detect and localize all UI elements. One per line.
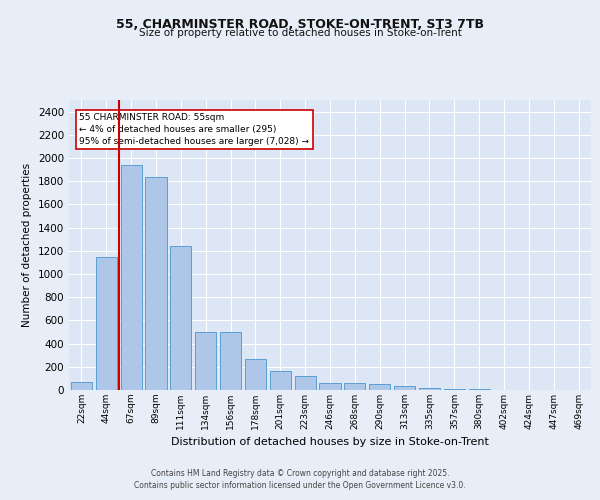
Bar: [71, 382, 92, 390]
Bar: [344, 383, 365, 390]
Bar: [394, 386, 415, 390]
Bar: [96, 256, 117, 390]
Bar: [145, 176, 167, 390]
Bar: [245, 358, 266, 390]
Bar: [170, 246, 191, 390]
Bar: [319, 383, 341, 390]
Text: Contains public sector information licensed under the Open Government Licence v3: Contains public sector information licen…: [134, 480, 466, 490]
Bar: [419, 388, 440, 390]
Bar: [195, 332, 216, 390]
Bar: [270, 372, 291, 390]
Text: 55 CHARMINSTER ROAD: 55sqm
← 4% of detached houses are smaller (295)
95% of semi: 55 CHARMINSTER ROAD: 55sqm ← 4% of detac…: [79, 113, 310, 146]
Y-axis label: Number of detached properties: Number of detached properties: [22, 163, 32, 327]
Text: Contains HM Land Registry data © Crown copyright and database right 2025.: Contains HM Land Registry data © Crown c…: [151, 470, 449, 478]
Text: 55, CHARMINSTER ROAD, STOKE-ON-TRENT, ST3 7TB: 55, CHARMINSTER ROAD, STOKE-ON-TRENT, ST…: [116, 18, 484, 30]
Bar: [369, 384, 390, 390]
Text: Size of property relative to detached houses in Stoke-on-Trent: Size of property relative to detached ho…: [139, 28, 461, 38]
Bar: [220, 332, 241, 390]
X-axis label: Distribution of detached houses by size in Stoke-on-Trent: Distribution of detached houses by size …: [171, 438, 489, 448]
Bar: [121, 165, 142, 390]
Bar: [444, 389, 465, 390]
Bar: [295, 376, 316, 390]
